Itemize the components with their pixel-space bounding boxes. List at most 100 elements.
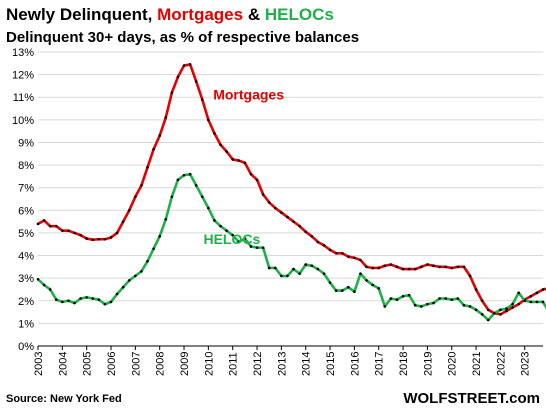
data-point-mortgages xyxy=(200,98,204,101)
data-point-mortgages xyxy=(499,313,502,316)
data-point-helocs xyxy=(273,266,277,270)
data-point-helocs xyxy=(176,178,180,182)
data-point-helocs xyxy=(237,240,241,244)
data-point-mortgages xyxy=(340,251,344,255)
chart-subtitle: Delinquent 30+ days, as % of respective … xyxy=(6,29,359,46)
data-point-mortgages xyxy=(468,274,472,278)
data-point-mortgages xyxy=(444,265,447,269)
data-point-mortgages xyxy=(334,251,338,255)
axes: 0% 1% 2% 3% 4% 5% 6% 7% 8% 9% 10% 11% 12% 13% 2003 2004… xyxy=(12,47,543,376)
data-point-helocs xyxy=(322,272,326,275)
brand-label: WOLFSTREET.com xyxy=(403,390,540,407)
x-tick-label: 2005 xyxy=(82,352,94,376)
data-point-helocs xyxy=(541,300,545,304)
data-point-helocs xyxy=(328,281,332,284)
data-point-mortgages xyxy=(529,294,533,298)
y-tick-label: 3% xyxy=(18,273,34,285)
data-point-mortgages xyxy=(134,195,137,199)
data-point-mortgages xyxy=(432,264,435,268)
data-point-helocs xyxy=(182,173,186,177)
x-tick-label: 2019 xyxy=(422,352,434,376)
data-point-helocs xyxy=(505,307,508,310)
y-tick-label: 13% xyxy=(12,47,34,59)
data-point-helocs xyxy=(207,206,210,210)
data-point-helocs xyxy=(146,259,149,263)
data-point-mortgages xyxy=(219,143,222,147)
data-point-mortgages xyxy=(182,64,186,67)
y-tick-label: 12% xyxy=(12,70,34,82)
data-point-helocs xyxy=(371,283,374,287)
data-point-mortgages xyxy=(292,220,295,223)
series-lines xyxy=(36,63,546,322)
data-point-helocs xyxy=(134,274,137,278)
data-point-helocs xyxy=(164,218,168,221)
data-point-helocs xyxy=(316,267,320,271)
data-point-mortgages xyxy=(243,161,247,165)
data-point-mortgages xyxy=(438,265,441,269)
y-tick-label: 4% xyxy=(18,251,34,263)
data-point-helocs xyxy=(188,172,192,176)
data-point-helocs xyxy=(468,305,472,308)
data-point-mortgages xyxy=(389,263,393,266)
data-point-mortgages xyxy=(140,184,143,187)
x-tick-label: 2006 xyxy=(106,352,118,376)
x-tick-label: 2021 xyxy=(471,352,483,376)
data-point-helocs xyxy=(200,195,204,199)
y-tick-label: 10% xyxy=(12,115,34,127)
data-point-helocs xyxy=(334,289,338,292)
data-point-helocs xyxy=(91,297,95,300)
data-point-mortgages xyxy=(164,116,168,119)
x-tick-label: 2007 xyxy=(130,352,142,376)
x-tick-label: 2018 xyxy=(398,352,410,376)
data-point-mortgages xyxy=(316,240,320,244)
data-point-mortgages xyxy=(267,201,271,204)
data-point-helocs xyxy=(121,285,125,289)
data-point-helocs xyxy=(97,298,101,301)
x-tick-label: 2004 xyxy=(57,352,69,376)
data-point-mortgages xyxy=(456,265,460,269)
data-point-mortgages xyxy=(359,258,362,262)
x-tick-label: 2009 xyxy=(179,352,191,376)
x-tick-label: 2008 xyxy=(155,352,167,376)
data-point-mortgages xyxy=(273,206,277,210)
data-point-mortgages xyxy=(85,237,88,240)
data-point-mortgages xyxy=(73,231,76,235)
data-point-mortgages xyxy=(377,266,381,270)
data-point-helocs xyxy=(219,224,222,228)
data-point-helocs xyxy=(383,305,387,308)
data-point-helocs xyxy=(359,272,362,275)
data-point-helocs xyxy=(194,184,198,187)
annotation-helocs: HELOCs xyxy=(203,231,260,247)
data-point-mortgages xyxy=(304,230,308,234)
data-point-helocs xyxy=(493,311,496,315)
data-point-helocs xyxy=(286,274,289,278)
data-point-mortgages xyxy=(541,288,545,291)
data-point-helocs xyxy=(511,302,514,306)
data-point-helocs xyxy=(140,270,143,273)
data-point-helocs xyxy=(158,235,161,238)
x-tick-label: 2015 xyxy=(325,352,337,376)
data-point-helocs xyxy=(109,300,113,304)
data-point-mortgages xyxy=(255,178,259,182)
data-point-helocs xyxy=(523,299,527,303)
data-point-helocs xyxy=(535,300,539,304)
data-point-mortgages xyxy=(450,266,454,270)
data-point-mortgages xyxy=(322,244,326,247)
data-point-helocs xyxy=(462,303,466,307)
data-point-helocs xyxy=(401,294,405,298)
data-point-mortgages xyxy=(462,265,466,269)
data-point-mortgages xyxy=(115,231,119,235)
y-tick-label: 7% xyxy=(18,183,34,195)
data-point-helocs xyxy=(450,298,454,301)
title-part-2: & xyxy=(248,5,265,24)
data-point-helocs xyxy=(353,290,356,294)
data-point-mortgages xyxy=(407,267,411,271)
data-point-helocs xyxy=(170,195,174,199)
data-point-helocs xyxy=(152,247,155,251)
y-tick-label: 1% xyxy=(18,318,34,330)
data-point-mortgages xyxy=(395,265,399,269)
data-point-helocs xyxy=(54,298,58,301)
data-point-helocs xyxy=(231,233,234,237)
data-point-helocs xyxy=(48,288,52,291)
